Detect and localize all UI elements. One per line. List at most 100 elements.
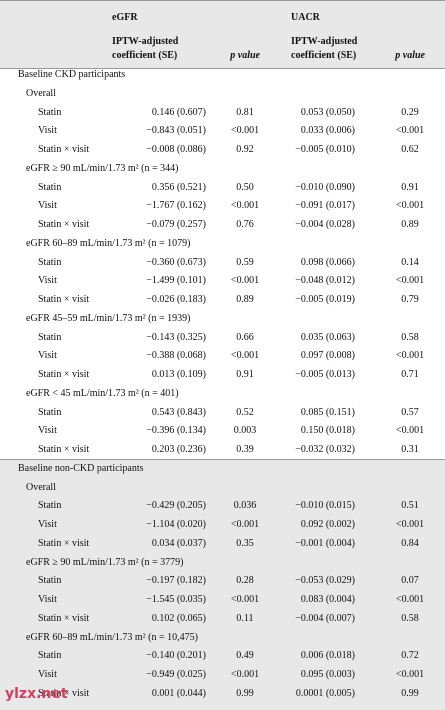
coefficient: 0.150 (0.018) [300,425,355,437]
coefficient: −0.004 (0.007) [295,612,355,624]
column-subtitle: coefficient (SE) [112,50,178,61]
row-label: Statin × visit [38,219,90,230]
p-value: 0.66 [236,331,254,343]
p-value: 0.59 [236,256,254,268]
p-value: 0.49 [236,650,254,662]
p-value: 0.11 [236,612,254,624]
p-value: 0.76 [236,219,254,230]
coefficient: 0.0001 (0.005) [295,687,355,699]
p-value: <0.001 [230,275,260,287]
group-label: eGFR ≥ 90 mL/min/1.73 m² (n = 344) [26,162,179,174]
row-label: Visit [38,425,57,437]
p-value: 0.58 [401,612,419,624]
coefficient: −1.104 (0.020) [146,519,206,530]
p-value: 0.39 [236,444,254,455]
column-subtitle: IPTW-adjusted [112,36,179,47]
p-value: 0.89 [401,219,419,230]
coefficient: 0.013 (0.109) [151,369,206,380]
p-value: 0.71 [401,369,419,380]
group-label: eGFR ≥ 90 mL/min/1.73 m² (n = 3779) [26,556,184,568]
p-value: <0.001 [395,425,425,437]
row-label: Statin [38,256,62,268]
coefficient: −0.140 (0.201) [146,650,206,662]
coefficient: −0.396 (0.134) [146,425,206,437]
coefficient: 0.543 (0.843) [151,406,206,418]
column-subtitle: coefficient (SE) [291,50,357,61]
p-value: 0.84 [401,537,419,549]
coefficient: 0.083 (0.004) [300,594,355,605]
p-value: 0.81 [236,106,254,118]
row-label: Statin [38,650,62,662]
row-label: Statin [38,500,62,512]
p-value: <0.001 [230,350,260,362]
p-value-header: p value [395,50,425,61]
coefficient: 0.053 (0.050) [300,106,355,118]
row-label: Statin [38,406,62,418]
p-value: 0.29 [401,106,419,118]
row-label: Visit [38,350,57,362]
row-label: Statin [38,106,62,118]
p-value: 0.58 [401,331,419,343]
p-value: 0.99 [236,687,254,699]
p-value-header: p value [230,50,260,61]
p-value: 0.89 [236,294,254,305]
header-background [0,0,445,69]
row-label: Statin × visit [38,294,90,305]
p-value: 0.52 [236,406,254,418]
coefficient: −0.053 (0.029) [295,575,355,587]
coefficient: 0.102 (0.065) [151,612,206,624]
section-title: Baseline CKD participants [18,69,126,80]
p-value: <0.001 [395,200,425,212]
p-value: 0.91 [401,181,419,193]
p-value: 0.91 [236,369,254,380]
group-label: eGFR 60–89 mL/min/1.73 m² (n = 10,475) [26,631,198,643]
p-value: 0.003 [233,425,257,437]
column-title: UACR [291,12,320,23]
p-value: <0.001 [230,125,260,137]
row-label: Statin [38,575,62,587]
column-title: eGFR [112,12,138,23]
p-value: 0.51 [401,500,419,512]
coefficient: 0.092 (0.002) [300,519,355,530]
row-label: Statin [38,331,62,343]
row-label: Visit [38,669,57,680]
coefficient: −0.008 (0.086) [146,144,206,155]
p-value: <0.001 [230,200,260,212]
p-value: <0.001 [395,125,425,137]
p-value: <0.001 [395,669,425,680]
p-value: <0.001 [395,275,425,287]
coefficient: 0.001 (0.044) [151,687,206,699]
p-value: <0.001 [395,350,425,362]
coefficient: 0.098 (0.066) [300,256,355,268]
coefficient: −0.949 (0.025) [146,669,206,680]
row-label: Statin × visit [38,612,90,624]
coefficient: −0.010 (0.015) [295,500,355,512]
row-label: Statin × visit [38,537,90,549]
p-value: 0.50 [236,181,254,193]
p-value: 0.99 [401,687,419,699]
row-label: Visit [38,275,57,287]
coefficient: −0.005 (0.010) [295,144,355,155]
row-label: Visit [38,200,57,212]
p-value: 0.62 [401,144,419,155]
row-label: Visit [38,594,57,605]
row-label: Statin × visit [38,444,90,455]
coefficient: −0.143 (0.325) [146,331,206,343]
coefficient: −0.001 (0.004) [295,537,355,549]
coefficient: 0.097 (0.008) [300,350,355,362]
coefficient: −0.388 (0.068) [146,350,206,362]
p-value: 0.57 [401,406,419,418]
section-background [0,459,445,710]
p-value: 0.79 [401,294,419,305]
coefficient: 0.033 (0.006) [300,125,355,137]
coefficient: −1.767 (0.162) [146,200,206,212]
row-label: Visit [38,519,57,530]
coefficient: 0.095 (0.003) [300,669,355,680]
coefficient: 0.085 (0.151) [300,406,355,418]
coefficient: −0.197 (0.182) [146,575,206,587]
coefficient: 0.356 (0.521) [151,181,206,193]
group-label: eGFR 45–59 mL/min/1.73 m² (n = 1939) [26,312,191,324]
p-value: 0.28 [236,575,254,587]
p-value: 0.35 [236,537,254,549]
